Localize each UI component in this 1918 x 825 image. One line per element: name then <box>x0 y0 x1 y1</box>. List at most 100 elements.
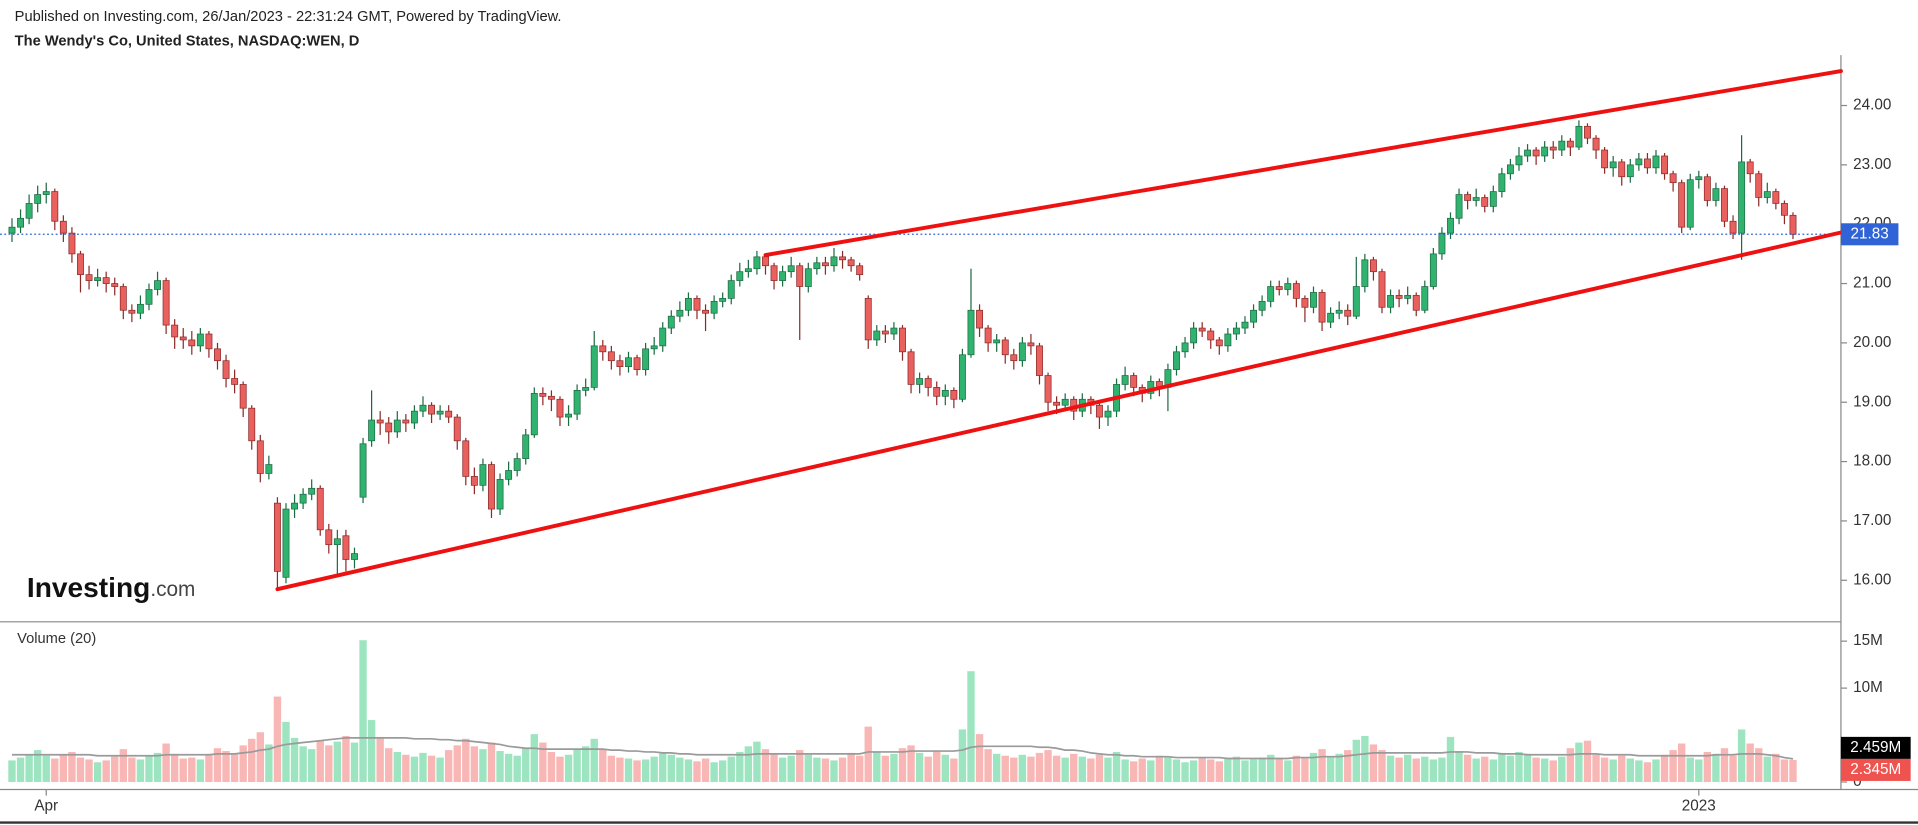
published-note: Published on Investing.com, 26/Jan/2023 … <box>15 9 562 25</box>
candle-body <box>256 440 264 474</box>
candle-body <box>616 360 624 368</box>
volume-bar <box>1010 757 1018 782</box>
x-tick-label: 2023 <box>1682 798 1716 815</box>
candle-body <box>1524 149 1531 157</box>
volume-bar <box>1558 756 1566 782</box>
volume-ma-line <box>11 736 1794 760</box>
volume-bar <box>230 753 239 782</box>
volume-bar <box>1720 748 1729 782</box>
volume-bar <box>847 752 855 782</box>
candle-body <box>1712 188 1720 201</box>
volume-bar <box>633 760 641 782</box>
y-tick-label: 21.00 <box>1853 275 1891 292</box>
candle-body <box>1001 339 1009 356</box>
volume-bar <box>265 744 273 782</box>
volume-bar <box>1729 755 1737 782</box>
candle-body <box>607 351 615 362</box>
volume-bar <box>950 758 958 782</box>
candle-body <box>368 419 376 442</box>
volume-bar <box>1369 744 1378 782</box>
candle-body <box>830 256 838 267</box>
candle-body <box>1095 404 1103 418</box>
volume-bar <box>85 759 93 782</box>
candle-body <box>1130 375 1138 388</box>
volume-bar <box>402 754 410 782</box>
volume-bar <box>51 758 59 782</box>
candle-body <box>1327 312 1335 323</box>
volume-bar <box>273 696 282 782</box>
candle-body <box>676 309 684 317</box>
candle-body <box>573 390 581 415</box>
y-tick-label: 16.00 <box>1853 571 1891 588</box>
volume-bar <box>975 734 984 782</box>
volume-bar <box>761 749 770 782</box>
volume-bar <box>1429 759 1438 782</box>
candle-body <box>762 256 769 267</box>
candle-body <box>1241 321 1249 329</box>
candle-body <box>796 265 804 287</box>
y-tick-label: 20.00 <box>1853 334 1891 351</box>
candle-body <box>650 345 658 350</box>
volume-bar <box>1575 742 1583 782</box>
candle-body <box>890 327 898 335</box>
volume-bar <box>1523 753 1532 782</box>
volume-bar <box>333 741 342 782</box>
volume-bar <box>1677 743 1686 782</box>
volume-bar <box>427 755 436 782</box>
volume-bar <box>1446 736 1455 782</box>
volume-bar <box>1506 755 1515 782</box>
volume-bar <box>393 751 401 782</box>
volume-bar <box>1455 751 1463 782</box>
candle-body <box>1121 375 1129 385</box>
candle-body <box>1318 292 1326 323</box>
volume-bar <box>1463 754 1472 782</box>
candle-body <box>1541 146 1549 157</box>
candle-body <box>222 360 230 379</box>
candle-body <box>873 330 881 341</box>
volume-bar <box>453 745 461 782</box>
candle-body <box>1575 125 1583 148</box>
volume-bar <box>1361 735 1369 782</box>
candle-layer <box>8 120 1797 590</box>
volume-bar <box>1386 755 1395 782</box>
candle-body <box>1695 176 1703 181</box>
volume-bar <box>1549 760 1557 782</box>
candle-body <box>556 398 564 418</box>
trendline <box>763 69 1843 258</box>
candle-body <box>1010 354 1018 362</box>
volume-bar <box>1035 752 1044 782</box>
candle-body <box>488 464 495 510</box>
candle-body <box>1506 164 1514 175</box>
candle-body <box>359 443 367 498</box>
candle-body <box>1301 298 1309 308</box>
volume-bar <box>1352 739 1360 782</box>
candle-body <box>1763 191 1771 198</box>
volume-bar <box>1112 751 1121 782</box>
candle-body <box>821 262 829 267</box>
candle-body <box>8 226 16 234</box>
candle-body <box>667 315 675 329</box>
volume-bar <box>1224 758 1232 782</box>
volume-bar <box>1001 755 1009 782</box>
volume-bar <box>1172 759 1181 782</box>
y-tick-label: 23.00 <box>1853 156 1891 173</box>
candle-body <box>976 309 983 329</box>
candle-body <box>196 333 204 347</box>
candle-body <box>984 327 992 344</box>
volume-bar <box>1592 754 1600 782</box>
volume-bar <box>1489 759 1497 782</box>
candle-body <box>145 289 153 305</box>
volume-bar <box>1207 759 1215 782</box>
volume-bar <box>676 757 684 782</box>
candle-body <box>205 333 213 350</box>
volume-bar <box>736 751 744 782</box>
candle-body <box>1601 149 1609 169</box>
candle-body <box>445 410 453 418</box>
volume-bar <box>68 751 76 782</box>
volume-bar <box>1018 754 1027 782</box>
volume-bar <box>325 745 333 782</box>
candle-body <box>539 392 547 397</box>
volume-last-badge <box>1840 758 1911 781</box>
candle-body <box>1215 339 1223 347</box>
volume-bar <box>1215 761 1223 782</box>
